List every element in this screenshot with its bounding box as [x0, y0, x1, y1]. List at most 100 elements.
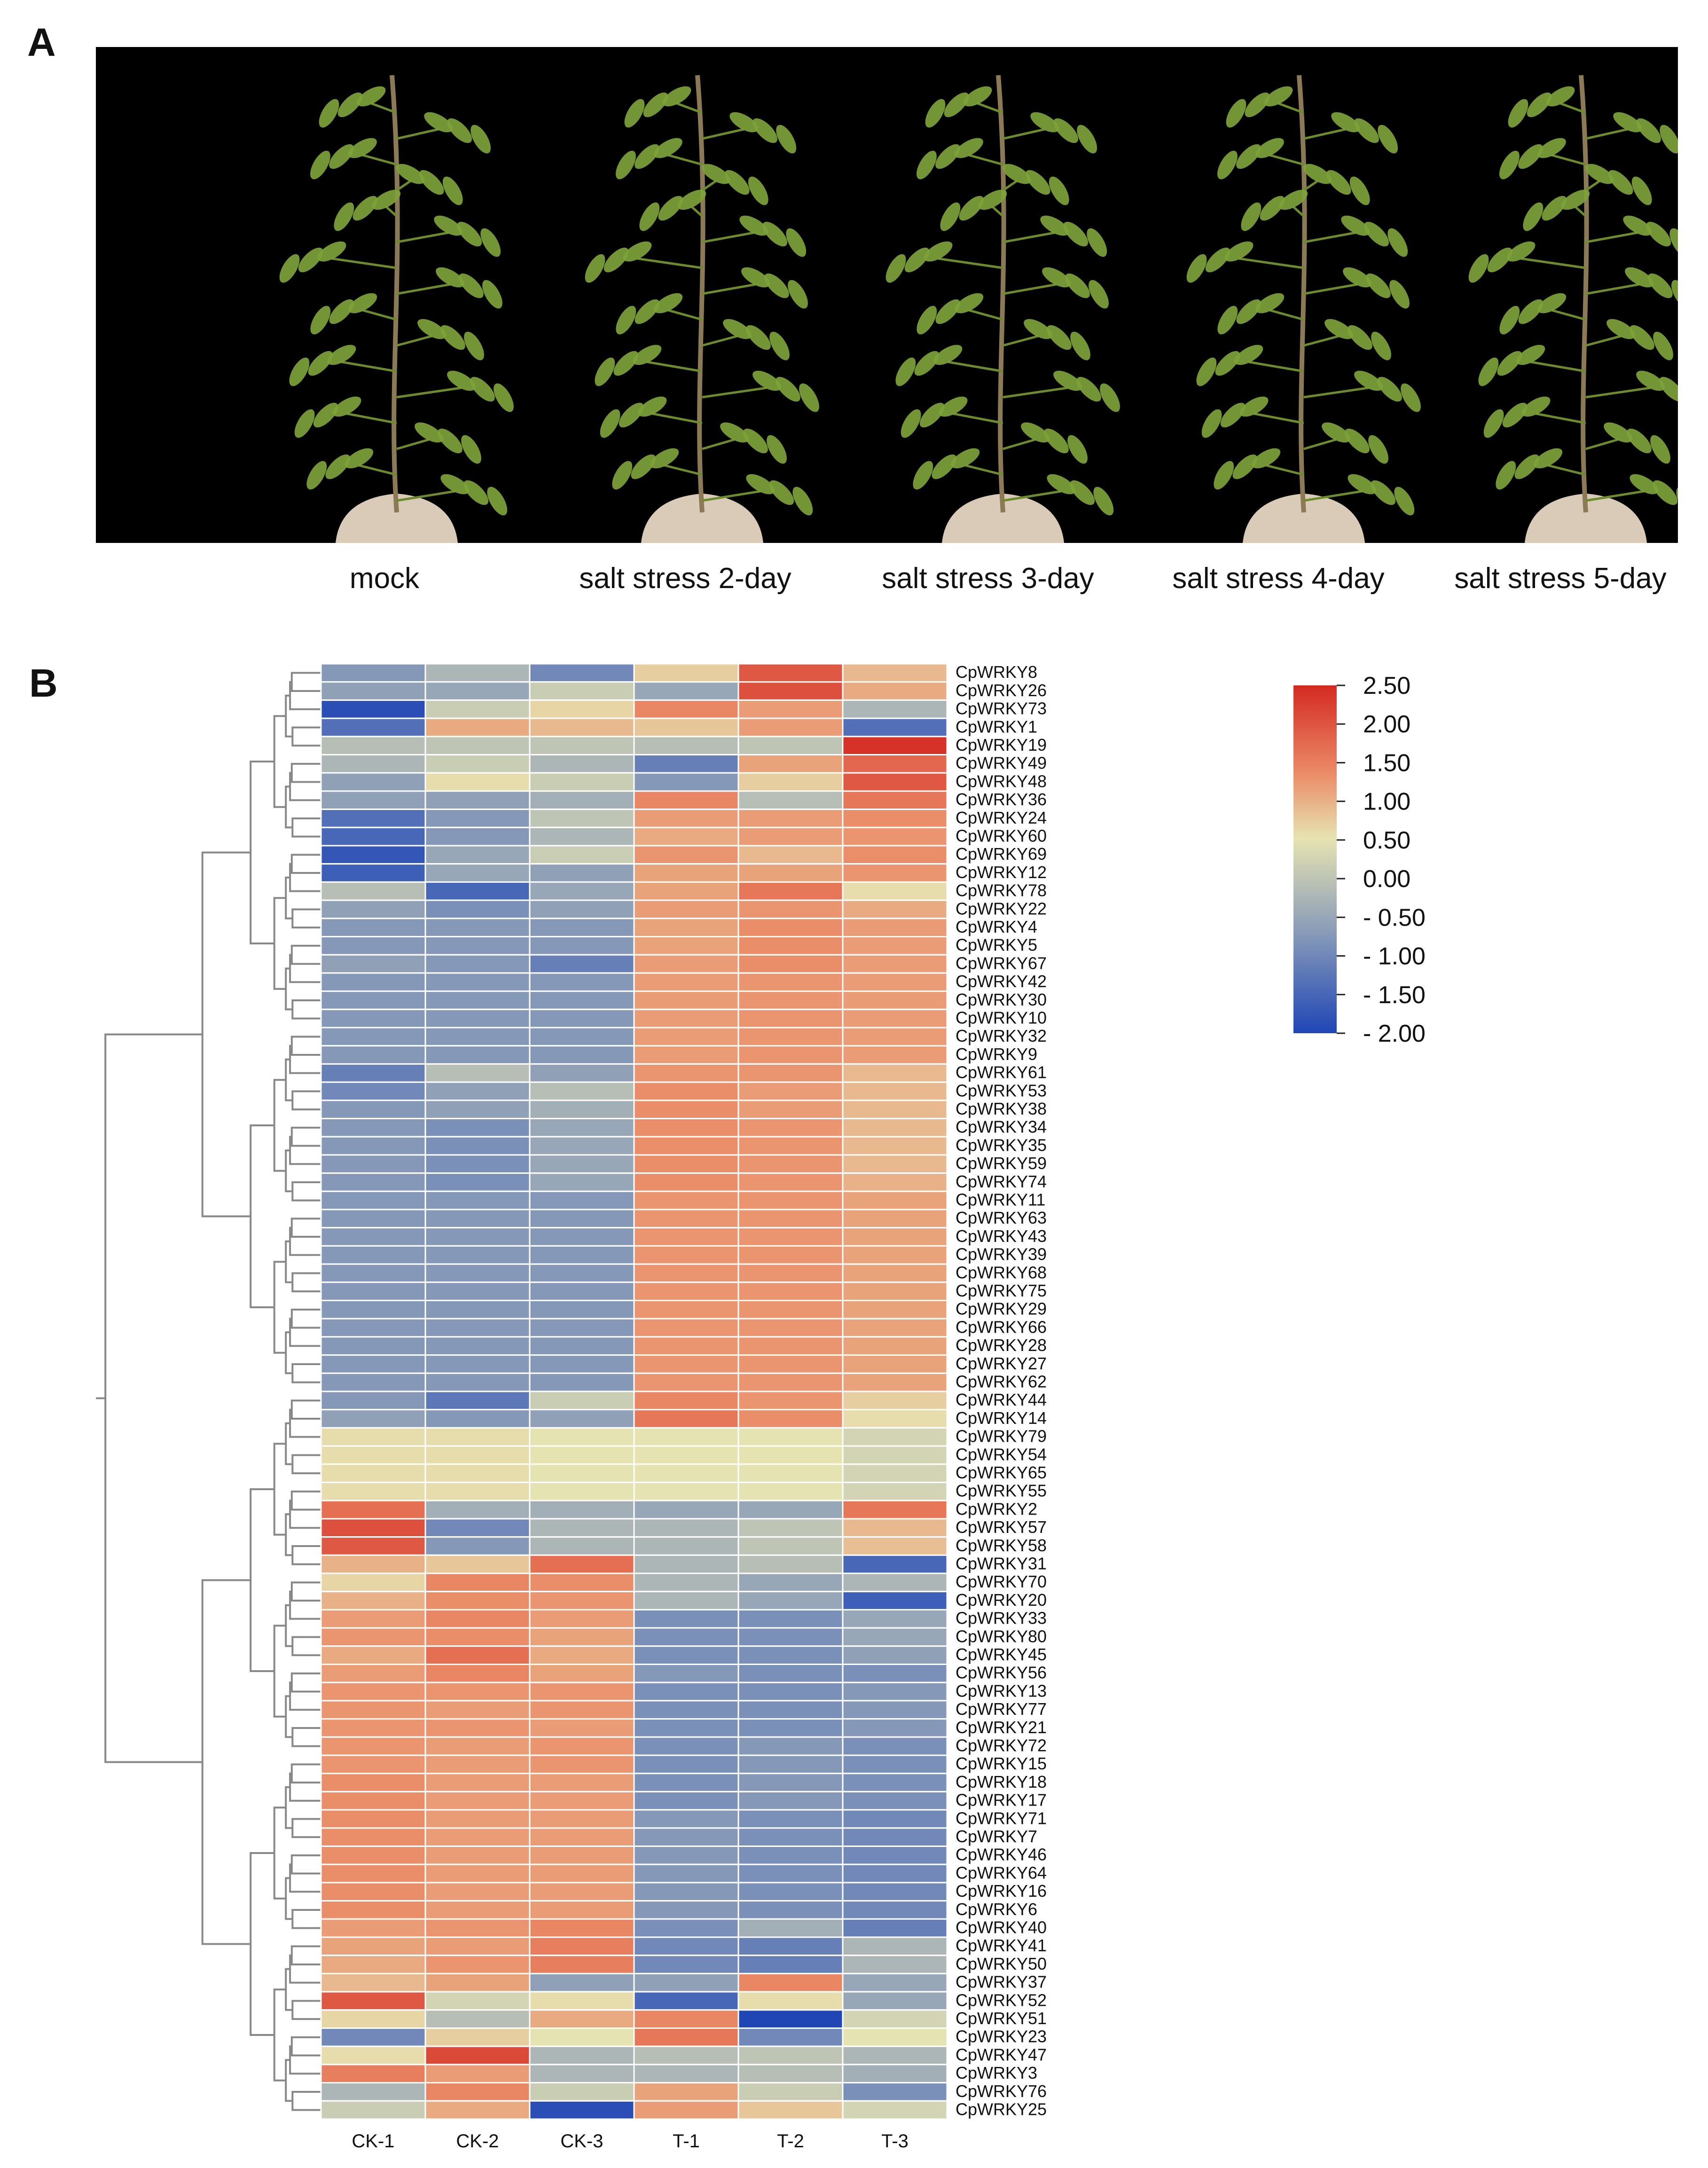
- leaflet: [1349, 176, 1370, 205]
- heatmap-cell: [529, 1209, 635, 1229]
- leaf-stalk: [1560, 102, 1586, 114]
- leaflet: [1371, 331, 1391, 361]
- plant-photo-5: [1468, 75, 1678, 543]
- heatmap-cell: [529, 1136, 635, 1156]
- dendrogram-branch: [291, 1727, 321, 1747]
- leaflet: [1630, 474, 1659, 495]
- heatmap-cell: [424, 681, 531, 701]
- leaflet: [723, 319, 752, 339]
- row-label: CpWRKY68: [956, 1263, 1047, 1282]
- leaf-stalk: [702, 386, 767, 399]
- leaflet: [345, 448, 374, 469]
- leaflet: [762, 221, 788, 247]
- dendrogram-branch: [290, 1036, 321, 1056]
- heatmap-cell: [737, 717, 844, 738]
- heatmap-cell: [424, 1645, 531, 1665]
- heatmap-cell: [737, 1681, 844, 1702]
- dendrogram-branch: [273, 1988, 286, 2082]
- leaf-stalk: [1585, 231, 1638, 244]
- leaflet: [1537, 293, 1567, 314]
- row-label: CpWRKY61: [956, 1063, 1047, 1082]
- heatmap-cell: [737, 1936, 844, 1956]
- heatmap-cell: [842, 1918, 948, 1938]
- heatmap-cell: [424, 1136, 531, 1156]
- heatmap-cell: [737, 1427, 844, 1447]
- leaf-stalk: [969, 309, 1003, 321]
- heatmap-cell: [320, 1390, 426, 1411]
- dendrogram-branch: [291, 999, 321, 1020]
- heatmap-cell: [529, 1172, 635, 1192]
- leaf-stalk: [691, 206, 703, 217]
- heatmap-cell: [842, 2045, 948, 2066]
- row-label: CpWRKY49: [956, 754, 1047, 773]
- dendrogram-branch: [289, 1318, 321, 1347]
- leaf-stalk: [652, 412, 703, 424]
- leaf-stalk: [362, 309, 397, 321]
- heatmap-cell: [529, 1609, 635, 1629]
- row-label: CpWRKY76: [956, 2082, 1047, 2101]
- heatmap-cell: [633, 1081, 739, 1101]
- caption-salt-2-day: salt stress 2-day: [579, 562, 791, 595]
- dendrogram-branch: [291, 1454, 321, 1475]
- row-label: CpWRKY23: [956, 2027, 1047, 2046]
- heatmap-cell: [737, 1245, 844, 1265]
- leaf-stalk: [1003, 283, 1057, 295]
- heatmap-cell: [424, 1972, 531, 1993]
- heatmap-cell: [320, 2064, 426, 2084]
- column-label: CK-2: [456, 2131, 499, 2152]
- heatmap-cell: [842, 1190, 948, 1210]
- heatmap-cell: [320, 826, 426, 847]
- leaflet: [1093, 487, 1114, 516]
- leaf-stalk: [1003, 386, 1068, 399]
- leaflet: [440, 325, 465, 350]
- row-label: CpWRKY75: [956, 1281, 1047, 1300]
- heatmap-cell: [529, 1627, 635, 1647]
- row-label: CpWRKY70: [956, 1572, 1047, 1591]
- leaf-stalk: [1266, 464, 1304, 476]
- row-label: CpWRKY31: [956, 1554, 1047, 1573]
- leaflet: [959, 196, 984, 221]
- heatmap-cell: [529, 1827, 635, 1847]
- heatmap-cell: [424, 1154, 531, 1174]
- heatmap-cell: [320, 1482, 426, 1501]
- leaflet: [885, 254, 906, 283]
- dendrogram-branch: [289, 1136, 321, 1165]
- heatmap-cell: [842, 1427, 948, 1447]
- leaflet: [1534, 448, 1563, 469]
- leaflet: [792, 487, 813, 516]
- stem: [996, 75, 1006, 513]
- heatmap-cell: [424, 1318, 531, 1338]
- heatmap-cell: [424, 1863, 531, 1884]
- leaf-stalk: [1003, 128, 1045, 140]
- leaf-stalk: [1303, 231, 1356, 244]
- heatmap-cell: [633, 1027, 739, 1047]
- heatmap-cell: [633, 1627, 739, 1647]
- dendrogram-branch: [291, 1181, 321, 1202]
- leaf-stalk: [396, 438, 430, 450]
- heatmap-cell: [842, 736, 948, 756]
- leaflet: [310, 150, 330, 180]
- heatmap-cell: [424, 1936, 531, 1956]
- leaflet: [1220, 402, 1246, 428]
- leaflet: [1047, 325, 1072, 350]
- heatmap-cell: [842, 1372, 948, 1392]
- heatmap-cell: [424, 1955, 531, 1974]
- leaflet: [933, 345, 963, 365]
- heatmap-cell: [633, 1500, 739, 1520]
- leaflet: [294, 409, 315, 438]
- pot: [1243, 494, 1365, 543]
- heatmap-cell: [633, 1645, 739, 1665]
- leaflet: [1053, 118, 1078, 143]
- heatmap-cell: [842, 1027, 948, 1047]
- heatmap-cell: [633, 1809, 739, 1829]
- leaflet: [1523, 202, 1543, 231]
- leaflet: [662, 86, 691, 107]
- row-label: CpWRKY59: [956, 1154, 1047, 1173]
- panel-b-label: B: [29, 661, 58, 705]
- leaflet: [1341, 215, 1370, 236]
- leaflet: [327, 345, 356, 365]
- leaflet: [1201, 409, 1222, 438]
- heatmap-cell: [424, 1245, 531, 1265]
- heatmap-cell: [424, 1882, 531, 1902]
- leaflet: [1196, 357, 1217, 386]
